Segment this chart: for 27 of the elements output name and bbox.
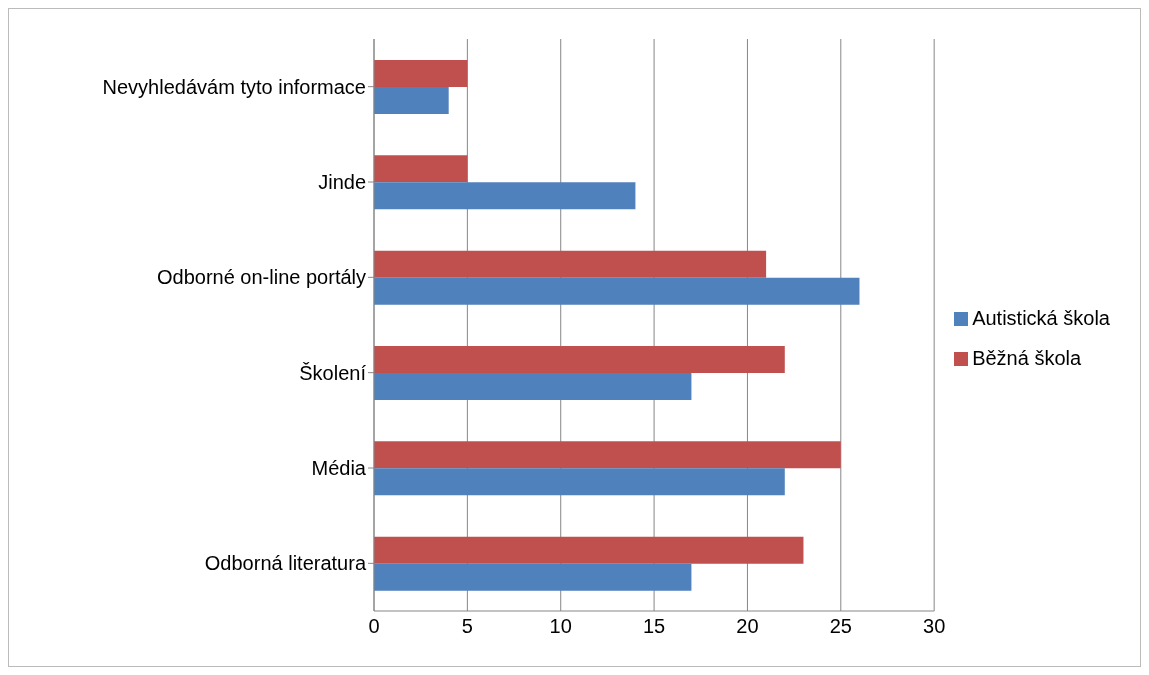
x-tick-label: 5 [461,615,473,638]
y-tick-label: Média [311,457,367,480]
bar [374,345,785,373]
legend-label: Autistická škola [972,306,1110,329]
y-tick-label: Jinde [318,171,366,194]
bar [374,563,692,591]
x-tick-label: 0 [368,615,380,638]
bar [374,441,841,469]
bar [374,277,860,305]
x-tick-label: 25 [829,615,852,638]
bar [374,468,785,496]
y-tick-label: Školení [299,361,367,384]
y-tick-label: Odborné on-line portály [156,266,366,289]
x-tick-label: 10 [549,615,572,638]
bar [374,59,468,87]
y-tick-label: Nevyhledávám tyto informace [102,75,366,98]
bar [374,182,636,210]
bar [374,155,468,183]
x-tick-label: 20 [736,615,759,638]
bar [374,250,767,278]
bar [374,86,449,114]
x-tick-label: 15 [642,615,666,638]
bar [374,372,692,400]
legend-label: Běžná škola [972,346,1082,369]
y-tick-label: Odborná literatura [204,552,367,575]
bar [374,536,804,564]
x-tick-label: 30 [923,615,946,638]
